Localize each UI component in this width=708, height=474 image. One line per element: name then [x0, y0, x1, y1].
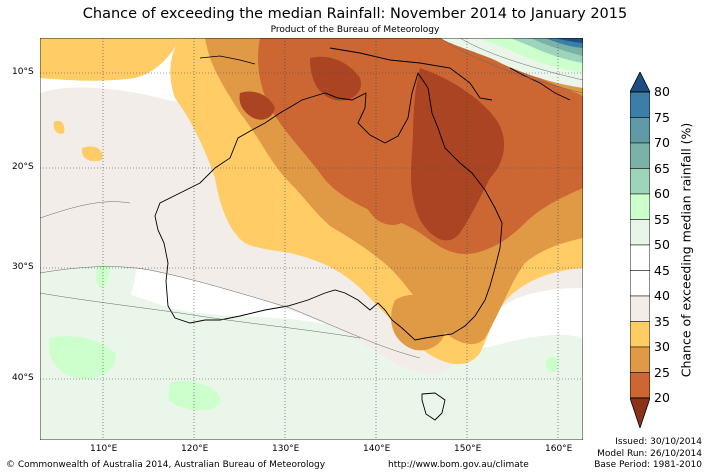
map-subtitle: Product of the Bureau of Meteorology: [270, 25, 440, 35]
map-title: Chance of exceeding the median Rainfall:…: [82, 6, 628, 22]
band-35-40-nw: [40, 38, 180, 81]
colorbar-band: [630, 270, 650, 297]
colorbar-tick-label: 65: [654, 160, 670, 176]
colorbar-tick-label: 70: [654, 135, 670, 150]
colorbar-arrow-top: [630, 72, 650, 93]
band-20-25-gulf: [310, 56, 361, 101]
rainfall-map: [40, 38, 583, 440]
colorbar-band: [630, 346, 650, 373]
colorbar-band: [630, 117, 650, 144]
lon-label-150e: 150°E: [454, 444, 482, 454]
australia-coastline: [154, 71, 503, 341]
band-60-65-patch-s: [48, 336, 116, 379]
graticule: [40, 38, 583, 440]
source-url: http://www.bom.gov.au/climate: [388, 460, 529, 470]
colorbar-tick-label: 75: [654, 109, 670, 125]
lon-label-110e: 110°E: [90, 444, 118, 454]
colorbar-tick-label: 50: [654, 237, 670, 252]
base-period: Base Period: 1981-2010: [594, 460, 702, 470]
lon-label-140e: 140°E: [363, 444, 391, 454]
colorbar-segments: [630, 72, 650, 428]
colorbar-band: [630, 193, 650, 220]
band-25-30-ne: [365, 190, 410, 225]
lat-label-40s: 40°S: [12, 373, 34, 383]
colorbar-band: [630, 219, 650, 246]
colorbar-band: [630, 91, 650, 118]
colorbar-band: [630, 372, 650, 399]
lon-label-130e: 130°E: [272, 444, 300, 454]
colorbar-title: Chance of exceeding median rainfall (%): [678, 122, 694, 378]
colorbar-tick-label: 60: [654, 186, 670, 201]
timor-coastline: [199, 55, 256, 65]
colorbar-band: [630, 142, 650, 169]
colorbar-tick-label: 55: [654, 211, 670, 227]
contour-lines: [40, 38, 583, 359]
colorbar-band: [630, 244, 650, 271]
colorbar-tick-label: 45: [654, 262, 670, 278]
band-20-25-ne: [411, 68, 505, 241]
colorbar-tick-label: 80: [654, 84, 670, 99]
colorbar-tick-label: 40: [654, 288, 670, 303]
lat-label-30s: 30°S: [12, 262, 34, 272]
model-run-date: Model Run: 26/10/2014: [597, 449, 702, 459]
issued-date: Issued: 30/10/2014: [615, 437, 702, 447]
colorbar-band: [630, 321, 650, 348]
lon-label-120e: 120°E: [181, 444, 209, 454]
colorbar-tick-label: 20: [654, 390, 670, 405]
band-80-plus-ne: [555, 38, 583, 43]
lat-label-10s: 10°S: [12, 67, 34, 77]
band-35-40-patch-w: [81, 146, 103, 162]
tasmania-coastline: [421, 392, 446, 421]
band-35-40-patch-nw: [53, 120, 65, 134]
colorbar-tick-label: 30: [654, 339, 670, 354]
colorbar-tick-label: 25: [654, 364, 670, 380]
band-60-65-patch-e: [545, 356, 559, 373]
colorbar-arrow-bottom: [630, 397, 650, 428]
new-guinea-coastline: [329, 47, 493, 101]
colorbar: [630, 72, 650, 428]
colorbar-band: [630, 295, 650, 322]
colorbar-band: [630, 168, 650, 195]
solomon-islands-coastline: [509, 67, 571, 101]
band-20-25-nt: [239, 91, 275, 120]
lat-label-20s: 20°S: [12, 162, 34, 172]
lon-label-160e: 160°E: [545, 444, 573, 454]
colorbar-tick-label: 35: [654, 313, 670, 329]
copyright-note: © Commonwealth of Australia 2014, Austra…: [6, 460, 326, 470]
